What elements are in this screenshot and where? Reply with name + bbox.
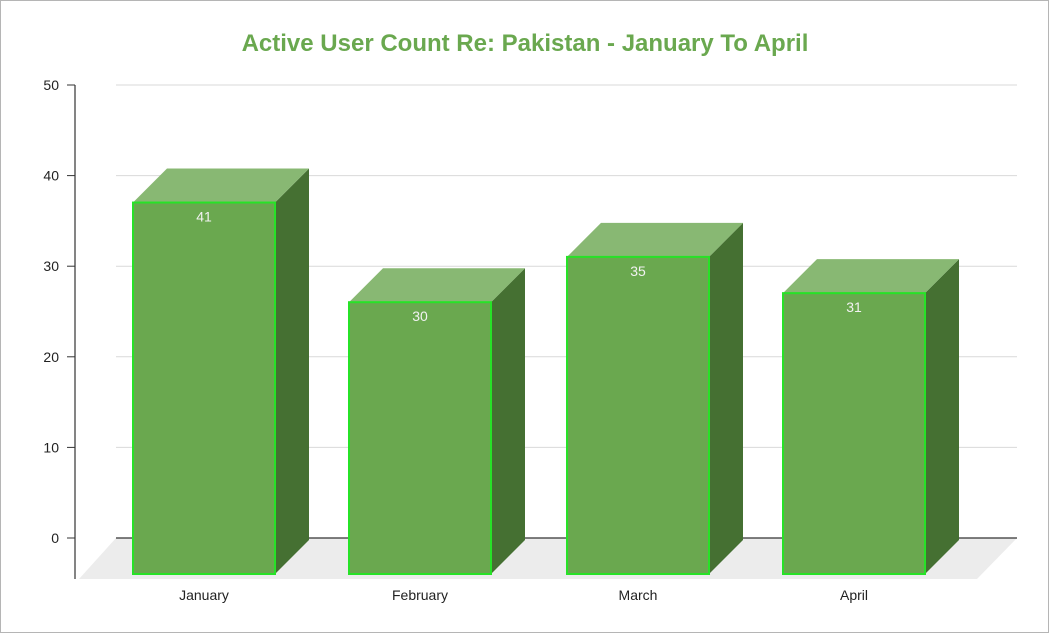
x-tick-label: February [392,587,448,603]
y-tick-label: 50 [43,77,59,93]
data-label: 41 [196,209,212,225]
y-tick-label: 10 [43,439,59,455]
bar-side-face [709,222,743,574]
bar-side-face [925,259,959,574]
x-tick-label: April [840,587,868,603]
chart-title: Active User Count Re: Pakistan - January… [242,30,809,57]
bar-front-face [566,255,710,575]
y-tick-label: 40 [43,168,59,184]
y-tick-label: 20 [43,349,59,365]
bar-march [566,222,743,575]
bar-side-face [491,268,525,574]
bar-front-face [348,301,492,575]
y-tick-label: 30 [43,258,59,274]
bar-top-face [567,222,743,257]
bar-february [348,268,525,575]
data-label: 31 [846,299,862,315]
bar-front-face [132,201,276,575]
bar-front-face [782,292,926,575]
bar-top-face [349,268,525,303]
x-tick-label: March [619,587,658,603]
data-label: 35 [630,263,646,279]
x-tick-label: January [179,587,229,603]
bar-april [782,259,959,575]
bar-side-face [275,168,309,575]
bar-top-face [133,168,309,203]
bar-january [132,168,309,575]
y-tick-label: 0 [51,530,59,546]
bar-top-face [783,259,959,294]
data-label: 30 [412,308,428,324]
